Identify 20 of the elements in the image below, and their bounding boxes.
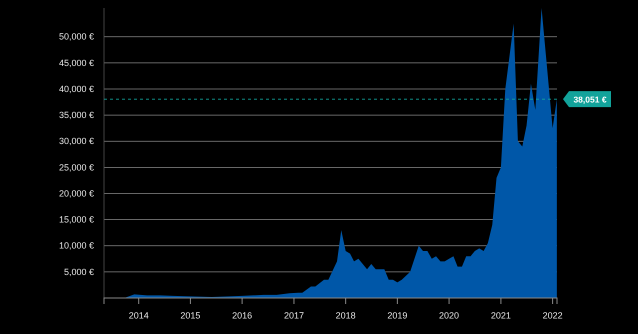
x-tick-label: 2021 [490,310,511,320]
x-tick-label: 2018 [336,310,356,320]
y-tick-label: 30,000 € [58,136,94,146]
x-tick-label: 2015 [180,310,200,320]
y-tick-label: 25,000 € [58,162,94,172]
x-tick-label: 2019 [387,310,408,320]
y-tick-label: 10,000 € [58,240,94,251]
y-tick-label: 45,000 € [58,58,94,68]
x-tick-label: 2017 [284,310,304,320]
x-tick-label: 2020 [439,310,460,320]
y-tick-label: 40,000 € [58,84,94,94]
x-tick-label: 2022 [542,310,563,320]
ref-line-label: 38,051 € [573,94,607,104]
y-tick-label: 15,000 € [58,214,94,224]
y-tick-label: 50,000 € [58,32,94,42]
x-tick-label: 2016 [232,310,252,320]
y-tick-label: 5,000 € [64,266,94,277]
y-tick-label: 20,000 € [58,188,94,198]
x-tick-label: 2014 [128,310,149,320]
y-tick-label: 35,000 € [58,110,94,120]
